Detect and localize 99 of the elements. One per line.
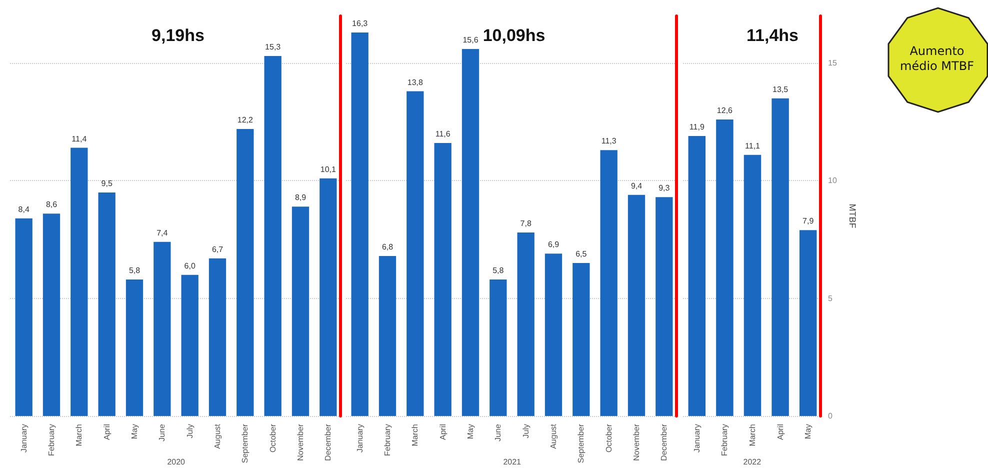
- data-label: 6,9: [548, 240, 560, 250]
- bar: [236, 128, 254, 416]
- bar: [70, 148, 88, 416]
- data-label: 8,4: [18, 204, 30, 214]
- bar: [716, 120, 734, 416]
- bar: [292, 206, 310, 416]
- bar: [154, 242, 171, 416]
- x-tick-label: March: [411, 424, 420, 446]
- bar: [462, 48, 480, 416]
- data-label: 12,6: [716, 106, 733, 116]
- y-axis-title: MTBF: [847, 204, 858, 229]
- data-label: 11,3: [602, 136, 618, 146]
- data-label: 9,4: [631, 181, 643, 190]
- data-label: 6,5: [576, 250, 588, 259]
- x-tick-label: August: [213, 423, 222, 449]
- x-tick-label: January: [692, 424, 702, 452]
- data-label: 13,8: [408, 78, 424, 87]
- bar: [656, 197, 674, 416]
- bar: [600, 150, 618, 416]
- data-label: 11,1: [744, 141, 760, 150]
- text: 10,09hs: [483, 26, 546, 45]
- bar: [628, 194, 646, 416]
- x-tick-label: June: [494, 423, 504, 442]
- x-tick-label: April: [776, 424, 785, 440]
- bar: [42, 214, 60, 416]
- y-tick-label: 15: [828, 58, 838, 68]
- x-tick-label: February: [720, 424, 729, 456]
- bar: [744, 154, 761, 416]
- y-tick-label: 10: [828, 176, 838, 186]
- data-label: 6,8: [382, 242, 394, 252]
- bar: [320, 178, 337, 416]
- decagon-badge: Aumento médio MTBF: [885, 7, 988, 113]
- bar: [572, 263, 590, 416]
- x-axis-title: 2020: [167, 458, 186, 466]
- text: 11,4hs: [746, 26, 798, 45]
- data-label: 7,4: [156, 228, 168, 238]
- bar: [126, 280, 144, 416]
- x-tick-label: March: [748, 424, 757, 446]
- data-label: 5,8: [128, 266, 141, 276]
- x-axis-title: 2021: [504, 458, 522, 466]
- x-tick-label: December: [660, 424, 670, 461]
- bar: [208, 258, 226, 416]
- data-label: 6,0: [184, 261, 196, 270]
- data-label: 15,3: [265, 42, 282, 52]
- data-label: 13,5: [772, 84, 788, 94]
- x-tick-label: July: [185, 424, 194, 438]
- data-label: 16,3: [352, 18, 369, 28]
- bar: [799, 230, 817, 416]
- bar: [490, 280, 508, 416]
- x-tick-label: May: [130, 424, 139, 440]
- data-label: 6,7: [212, 244, 224, 254]
- x-tick-label: July: [522, 424, 531, 438]
- x-tick-label: November: [296, 424, 305, 461]
- data-label: 5,8: [492, 266, 505, 276]
- bar: [379, 256, 396, 416]
- bar: [545, 254, 562, 416]
- bar: [434, 143, 452, 416]
- x-axis-title: 2022: [743, 458, 762, 466]
- data-label: 11,9: [689, 122, 705, 132]
- x-tick-label: October: [604, 424, 614, 452]
- bar: [181, 274, 198, 416]
- bar: [688, 136, 706, 416]
- text: 9,19hs: [152, 26, 204, 45]
- data-label: 11,6: [436, 130, 452, 139]
- bar: [352, 32, 369, 416]
- x-tick-label: February: [47, 424, 56, 456]
- x-tick-label: June: [158, 423, 167, 442]
- bar: [406, 91, 424, 416]
- bar: [15, 218, 32, 416]
- bar: [771, 98, 789, 416]
- data-label: 15,6: [463, 35, 480, 44]
- x-tick-label: May: [466, 424, 476, 440]
- x-tick-label: November: [632, 424, 642, 461]
- x-tick-label: October: [268, 424, 278, 452]
- data-label: 9,5: [101, 178, 113, 188]
- x-tick-label: December: [324, 424, 333, 461]
- x-tick-label: May: [803, 424, 812, 440]
- data-label: 11,4: [72, 134, 88, 144]
- x-tick-label: January: [356, 424, 365, 452]
- data-label: 9,3: [658, 184, 671, 193]
- data-label: 10,1: [320, 164, 336, 174]
- x-tick-label: January: [19, 424, 28, 452]
- x-tick-label: March: [74, 424, 84, 446]
- x-tick-label: September: [240, 424, 250, 464]
- x-tick-label: August: [549, 423, 558, 449]
- data-label: 8,6: [46, 200, 58, 210]
- bar: [98, 192, 116, 416]
- y-tick-label: 5: [828, 294, 833, 303]
- data-label: 12,2: [237, 115, 254, 124]
- y-tick-label: 0: [828, 412, 833, 420]
- x-tick-label: September: [577, 424, 586, 464]
- x-tick-label: April: [438, 424, 448, 440]
- bar: [518, 232, 535, 416]
- x-tick-label: February: [383, 424, 392, 456]
- x-tick-label: April: [102, 424, 112, 440]
- bar: [264, 56, 282, 416]
- data-label: 7,9: [802, 216, 814, 226]
- data-label: 8,9: [294, 193, 307, 202]
- data-label: 7,8: [520, 218, 532, 228]
